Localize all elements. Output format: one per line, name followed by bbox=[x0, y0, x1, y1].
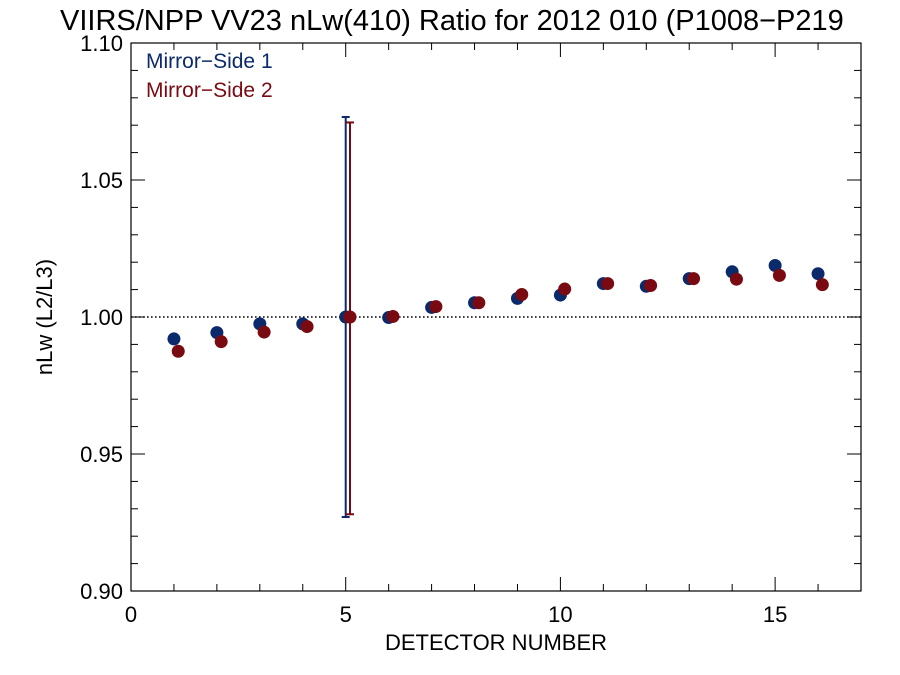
data-point-s2-11 bbox=[601, 277, 615, 291]
y-axis-label: nLw (L2/L3) bbox=[32, 259, 57, 375]
legend-entry-2: Mirror−Side 2 bbox=[146, 79, 273, 102]
data-point-s2-1 bbox=[171, 344, 185, 358]
axis-ticks-layer bbox=[130, 42, 862, 592]
data-point-s2-2 bbox=[214, 335, 228, 349]
x-axis-label: DETECTOR NUMBER bbox=[385, 630, 607, 655]
x-tick-label: 15 bbox=[763, 602, 787, 627]
x-tick-label: 10 bbox=[548, 602, 572, 627]
data-point-s1-15 bbox=[768, 258, 782, 272]
y-tick-label: 1.00 bbox=[80, 305, 123, 330]
data-point-s2-7 bbox=[429, 300, 443, 314]
data-point-s1-1 bbox=[167, 332, 181, 346]
data-point-s2-16 bbox=[815, 278, 829, 292]
legend-entry-1: Mirror−Side 1 bbox=[146, 50, 273, 73]
y-tick-label: 1.05 bbox=[80, 168, 123, 193]
y-tick-label: 0.95 bbox=[80, 442, 123, 467]
tick-labels-layer: 0.90 0.95 1.00 1.05 1.10 0 5 10 15 bbox=[80, 31, 787, 627]
x-tick-label: 0 bbox=[125, 602, 137, 627]
data-point-s2-3 bbox=[257, 325, 271, 339]
data-point-s2-13 bbox=[687, 272, 701, 286]
data-point-s2-15 bbox=[772, 268, 786, 282]
data-point-s2-12 bbox=[644, 278, 658, 292]
x-tick-label: 5 bbox=[340, 602, 352, 627]
data-point-s2-8 bbox=[472, 296, 486, 310]
data-point-s2-10 bbox=[558, 282, 572, 296]
y-tick-label: 0.90 bbox=[80, 579, 123, 604]
data-point-s2-14 bbox=[729, 272, 743, 286]
data-point-s2-6 bbox=[386, 309, 400, 323]
data-point-s2-5 bbox=[343, 310, 357, 324]
data-points-layer bbox=[167, 258, 829, 358]
legend: Mirror−Side 1 Mirror−Side 2 bbox=[146, 50, 273, 102]
data-point-s2-9 bbox=[515, 288, 529, 302]
y-tick-label: 1.10 bbox=[80, 31, 123, 56]
data-point-s2-4 bbox=[300, 320, 314, 334]
data-point-s1-16 bbox=[811, 267, 825, 281]
chart-title: VIIRS/NPP VV23 nLw(410) Ratio for 2012 0… bbox=[60, 5, 844, 37]
